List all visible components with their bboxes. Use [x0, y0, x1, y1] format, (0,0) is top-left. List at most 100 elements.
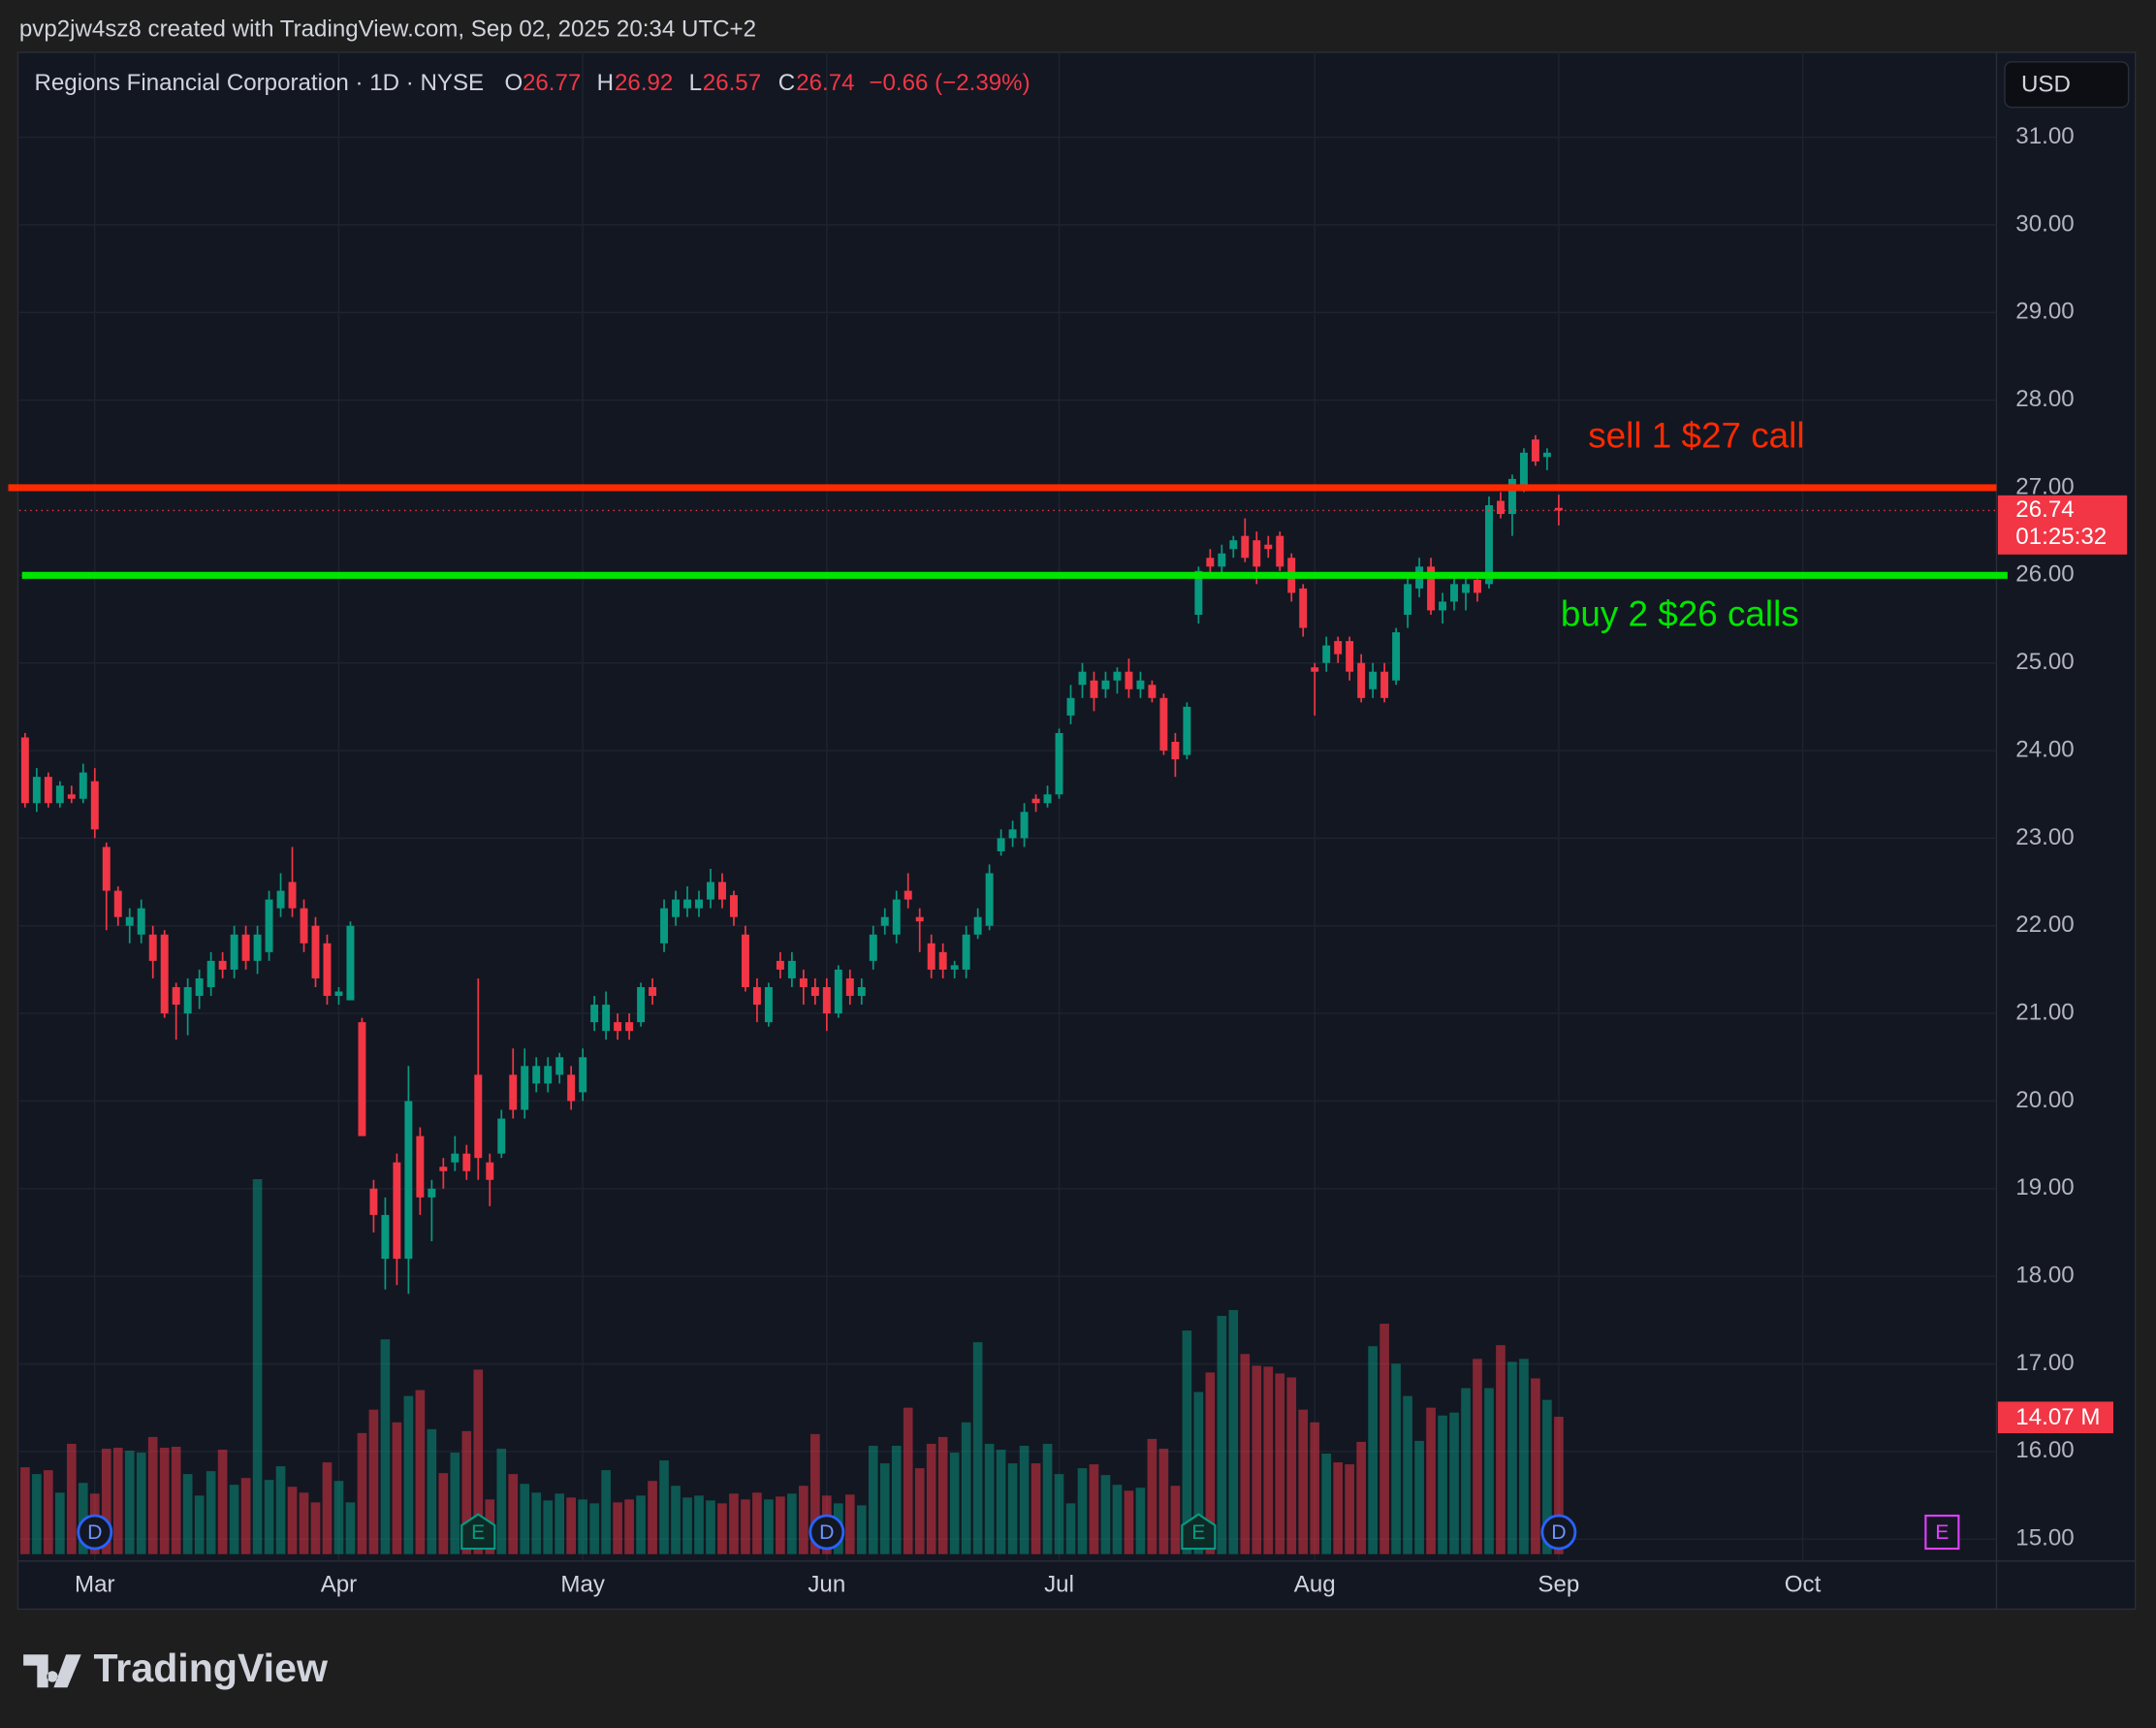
volume-bar — [496, 1448, 507, 1554]
event-label: D — [87, 1520, 102, 1544]
candle-body — [253, 934, 262, 961]
volume-bar — [1403, 1395, 1412, 1554]
volume-bar — [1252, 1365, 1262, 1554]
candle-body — [55, 785, 64, 804]
candle-body — [869, 934, 877, 961]
event-label: E — [1191, 1520, 1205, 1544]
countdown: 01:25:32 — [2015, 524, 2107, 550]
volume-bar — [159, 1447, 170, 1554]
candle-body — [614, 1022, 622, 1032]
volume-bar — [520, 1484, 530, 1554]
event-label: E — [1935, 1520, 1949, 1544]
y-tick-label: 19.00 — [2015, 1174, 2074, 1200]
candle-body — [206, 960, 215, 987]
candle-body — [1229, 540, 1238, 550]
volume-bar — [310, 1502, 321, 1554]
legend-value: 26.74 — [796, 70, 854, 96]
candle-body — [1334, 641, 1343, 655]
volume-bar — [112, 1447, 123, 1554]
candle-body — [1171, 741, 1180, 760]
event-marker: E — [460, 1513, 496, 1551]
volume-bar — [1065, 1503, 1076, 1554]
candle-body — [1055, 732, 1063, 795]
candle-body — [20, 737, 29, 804]
volume-bar — [1217, 1316, 1227, 1554]
volume-bar — [1356, 1441, 1366, 1554]
volume-bar — [1298, 1409, 1309, 1554]
volume-bar — [926, 1443, 936, 1554]
y-tick-label: 23.00 — [2015, 824, 2074, 850]
candle-body — [195, 977, 204, 997]
candle-body — [845, 977, 854, 997]
dividend-icon — [77, 1514, 113, 1551]
volume-bar — [984, 1443, 995, 1554]
candle-body — [416, 1136, 425, 1198]
volume-bar — [879, 1463, 890, 1554]
volume-bar — [799, 1486, 808, 1554]
candle-body — [428, 1188, 436, 1198]
candle-body — [241, 934, 250, 961]
candle-body — [892, 899, 901, 935]
event-marker: D — [77, 1514, 113, 1551]
candle-body — [555, 1057, 564, 1075]
candle-body — [683, 899, 691, 909]
volume-bar — [1170, 1486, 1181, 1554]
volume-bar — [1054, 1474, 1064, 1554]
candle-body — [1346, 641, 1354, 672]
volume-bar — [1391, 1363, 1401, 1554]
y-tick-label: 27.00 — [2015, 473, 2074, 499]
volume-bar — [1438, 1415, 1447, 1554]
volume-bar — [1042, 1443, 1053, 1554]
candle-body — [172, 986, 180, 1006]
candle-body — [230, 934, 238, 970]
y-tick-label: 28.00 — [2015, 386, 2074, 412]
candle-body — [707, 881, 714, 900]
legend-key: L — [689, 70, 702, 96]
candle-body — [67, 794, 76, 799]
candle-body — [962, 934, 970, 970]
currency-button[interactable] — [2004, 61, 2130, 109]
logo-mark — [23, 1654, 81, 1688]
volume-bar — [252, 1179, 263, 1554]
volume-bar — [1077, 1468, 1088, 1554]
candle-body — [148, 934, 157, 961]
volume-bar — [44, 1470, 53, 1554]
volume-bar — [961, 1422, 971, 1554]
volume-bar — [1240, 1354, 1251, 1554]
x-tick-label: Sep — [1538, 1572, 1579, 1598]
volume-bar — [1100, 1475, 1111, 1554]
candle-body — [822, 986, 831, 1014]
volume-bar — [717, 1503, 727, 1554]
candle-body — [183, 986, 192, 1014]
earnings-icon — [1924, 1514, 1960, 1551]
candle-body — [1113, 671, 1122, 681]
x-tick-label: Oct — [1785, 1572, 1822, 1598]
volume-bar — [648, 1481, 657, 1554]
level-label: buy 2 $26 calls — [1561, 594, 1799, 634]
candle-body — [938, 951, 947, 970]
candle-body — [1462, 584, 1470, 593]
volume-bar — [949, 1452, 960, 1554]
volume-bar — [1228, 1309, 1239, 1554]
candle-body — [637, 986, 646, 1023]
volume-bar — [124, 1450, 135, 1554]
x-tick-label: Jun — [808, 1572, 845, 1598]
currency-label: USD — [2021, 71, 2071, 97]
y-tick-label: 15.00 — [2015, 1525, 2074, 1552]
candle-body — [1218, 553, 1226, 567]
y-tick-label: 25.00 — [2015, 649, 2074, 675]
volume-bar — [1135, 1488, 1146, 1554]
event-marker: D — [808, 1514, 845, 1551]
volume-bar — [240, 1478, 251, 1554]
volume-bar — [914, 1468, 925, 1554]
x-tick-label: Aug — [1294, 1572, 1336, 1598]
candle-body — [1159, 697, 1168, 752]
volume-bar — [66, 1443, 77, 1554]
candle-body — [752, 986, 761, 1006]
candle-body — [44, 777, 52, 804]
candle-body — [764, 986, 773, 1023]
y-tick-label: 22.00 — [2015, 912, 2074, 938]
candle-body — [369, 1188, 378, 1215]
volume-bar — [1147, 1438, 1157, 1554]
volume-bar — [613, 1502, 622, 1554]
